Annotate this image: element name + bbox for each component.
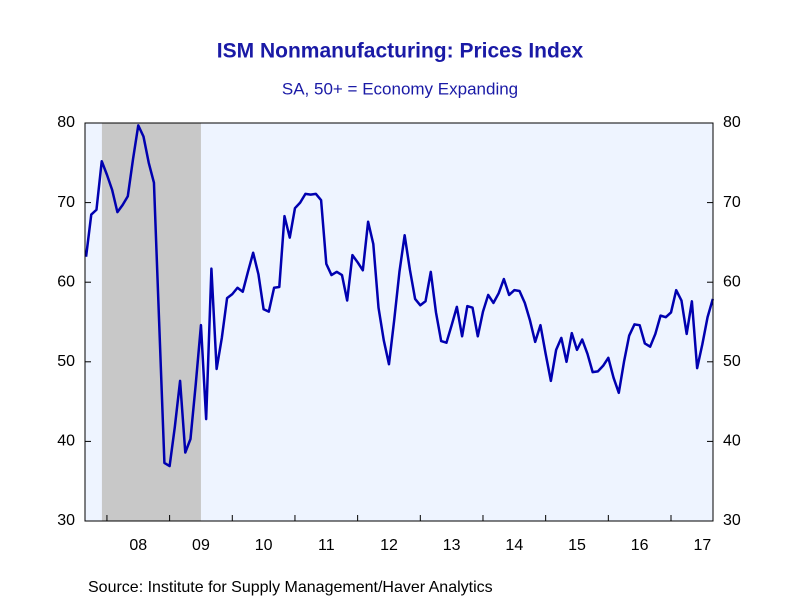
x-tick-label: 13	[443, 537, 461, 554]
y2-tick-label: 50	[723, 353, 741, 370]
x-tick-label: 15	[568, 537, 586, 554]
plot-frame	[84, 122, 714, 522]
x-tick-label: 17	[693, 537, 711, 554]
y-tick-label: 40	[57, 433, 75, 450]
y-tick-label: 60	[57, 273, 75, 290]
y-tick-label: 30	[57, 512, 75, 529]
data-line	[84, 124, 715, 468]
recession-shade	[101, 123, 201, 521]
chart-title: ISM Nonmanufacturing: Prices Index	[217, 40, 584, 63]
y2-tick-label: 70	[723, 194, 741, 211]
y-tick-label: 50	[57, 353, 75, 370]
y-tick-label: 80	[57, 114, 75, 131]
x-tick-label: 09	[192, 537, 210, 554]
y-tick-label: 70	[57, 194, 75, 211]
y2-tick-label: 30	[723, 512, 741, 529]
x-tick-label: 08	[129, 537, 147, 554]
source-note: Source: Institute for Supply Management/…	[88, 579, 493, 596]
y2-tick-label: 80	[723, 114, 741, 131]
y2-tick-label: 60	[723, 273, 741, 290]
x-tick-label: 14	[505, 537, 523, 554]
x-tick-label: 10	[255, 537, 273, 554]
y2-tick-label: 40	[723, 433, 741, 450]
x-tick-label: 12	[380, 537, 398, 554]
x-tick-label: 11	[318, 537, 335, 554]
x-tick-label: 16	[631, 537, 649, 554]
chart-subtitle: SA, 50+ = Economy Expanding	[282, 79, 518, 98]
